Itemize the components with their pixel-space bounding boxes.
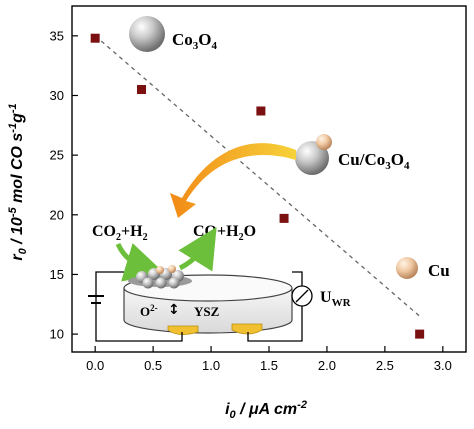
svg-text:r0 / 10-5 mol CO s-1g-1: r0 / 10-5 mol CO s-1g-1 bbox=[7, 103, 29, 260]
data-point bbox=[279, 213, 289, 223]
x-tick-label: 0.0 bbox=[86, 358, 104, 373]
data-point bbox=[90, 33, 100, 43]
data-point bbox=[137, 85, 147, 95]
y-tick-label: 10 bbox=[50, 327, 64, 342]
products-label: CO+H2O bbox=[193, 223, 256, 243]
curved-arrow bbox=[170, 143, 296, 218]
y-tick-label: 35 bbox=[50, 28, 64, 43]
x-tick-label: 3.0 bbox=[434, 358, 452, 373]
voltage-label: UWR bbox=[320, 289, 352, 309]
x-tick-label: 1.0 bbox=[202, 358, 220, 373]
cu-particle-sphere bbox=[316, 134, 332, 150]
y-axis-label: r0 / 10-5 mol CO s-1g-1 bbox=[7, 103, 29, 260]
reactants-label: CO2+H2 bbox=[92, 223, 148, 243]
ion-label: O2- bbox=[140, 303, 158, 319]
y-tick-label: 30 bbox=[50, 88, 64, 103]
cu-co3o4-label: Cu/Co3O4 bbox=[338, 150, 410, 172]
x-axis-label: i0 / μA cm-2 bbox=[225, 399, 307, 421]
y-axis-ticks: 10 15 20 25 30 35 bbox=[50, 28, 78, 342]
cu-co3o4-sphere bbox=[295, 141, 329, 175]
x-tick-label: 1.5 bbox=[260, 358, 278, 373]
cu-sphere bbox=[396, 257, 418, 279]
x-tick-label: 2.5 bbox=[376, 358, 394, 373]
x-tick-label: 2.0 bbox=[318, 358, 336, 373]
circuit-wire-right bbox=[247, 271, 303, 342]
ion-migration-arrow: ↕ bbox=[168, 302, 180, 318]
cell-schematic: O2- ↕ YSZ UWR bbox=[88, 265, 352, 342]
co3o4-label: Co3O4 bbox=[172, 30, 218, 52]
x-tick-label: 0.5 bbox=[144, 358, 162, 373]
electrolyte-label: YSZ bbox=[194, 304, 220, 319]
cu-label: Cu bbox=[428, 261, 450, 280]
green-arrow-in bbox=[115, 242, 166, 282]
green-arrow-out bbox=[178, 227, 217, 272]
circuit-wire-left bbox=[95, 271, 183, 342]
y-tick-label: 15 bbox=[50, 267, 64, 282]
co3o4-sphere bbox=[129, 16, 165, 52]
bottom-electrode-left bbox=[167, 325, 199, 335]
voltmeter-needle bbox=[295, 289, 309, 303]
data-point bbox=[415, 329, 425, 339]
y-tick-label: 20 bbox=[50, 207, 64, 222]
data-point bbox=[256, 106, 266, 116]
bottom-electrode-right bbox=[231, 323, 263, 335]
data-points bbox=[90, 33, 425, 339]
catalyst-film bbox=[128, 265, 192, 289]
x-axis-ticks: 0.0 0.5 1.0 1.5 2.0 2.5 3.0 bbox=[86, 346, 452, 373]
y-tick-label: 25 bbox=[50, 148, 64, 163]
